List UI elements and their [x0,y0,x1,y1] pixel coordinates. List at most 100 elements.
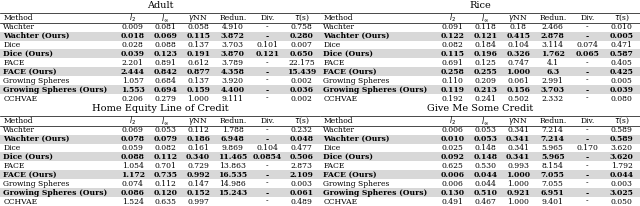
Text: 0.003: 0.003 [291,180,313,188]
Text: 0.589: 0.589 [610,135,634,143]
Text: 0.104: 0.104 [257,144,278,152]
Text: Wachter: Wachter [3,126,35,134]
Text: 0.082: 0.082 [154,144,177,152]
Text: -: - [266,135,269,143]
Text: 0.065: 0.065 [575,50,599,58]
Text: -: - [586,180,589,188]
Text: 0.069: 0.069 [122,126,143,134]
Bar [320,152,640,161]
Text: -: - [586,59,589,67]
Text: 22.175: 22.175 [289,59,315,67]
Text: 0.044: 0.044 [474,171,497,179]
Text: FACE (Ours): FACE (Ours) [3,68,57,76]
Text: 0.152: 0.152 [186,189,210,197]
Text: 7.214: 7.214 [542,126,564,134]
Text: 0.530: 0.530 [474,162,497,170]
Text: -: - [586,171,589,179]
Text: 9.401: 9.401 [542,198,564,206]
Text: -: - [266,68,269,76]
Text: -: - [266,198,269,206]
Text: 15.439: 15.439 [287,68,316,76]
Text: 0.025: 0.025 [442,144,463,152]
Text: $\tau$(s): $\tau$(s) [294,116,310,126]
Text: $\tau$(s): $\tau$(s) [614,13,630,23]
Text: Method: Method [3,14,33,22]
Text: FACE (Ours): FACE (Ours) [323,68,377,76]
Text: 0.684: 0.684 [154,77,177,85]
Text: 0.006: 0.006 [442,126,463,134]
Text: -: - [586,86,589,94]
Text: 0.082: 0.082 [442,41,463,49]
Text: 1.792: 1.792 [611,162,633,170]
Text: Div.: Div. [260,14,275,22]
Text: 0.081: 0.081 [154,23,177,31]
Text: Growing Spheres: Growing Spheres [323,77,390,85]
Text: 3.620: 3.620 [611,144,633,152]
Text: 0.992: 0.992 [186,171,210,179]
Text: $l_\infty$: $l_\infty$ [161,12,170,24]
Text: 3.703: 3.703 [541,86,564,94]
Text: 3.114: 3.114 [541,41,564,49]
Text: Method: Method [323,14,353,22]
Bar [320,67,640,76]
Text: -: - [266,180,269,188]
Text: $\gamma$NN: $\gamma$NN [188,13,208,23]
Text: 1.788: 1.788 [222,126,244,134]
Text: 0.125: 0.125 [474,59,497,67]
Text: FACE: FACE [323,59,344,67]
Text: -: - [586,23,589,31]
Text: 0.842: 0.842 [154,68,177,76]
Text: 0.028: 0.028 [122,41,143,49]
Text: 0.058: 0.058 [188,23,209,31]
Text: 0.053: 0.053 [474,126,497,134]
Text: 0.209: 0.209 [474,77,497,85]
Text: 0.758: 0.758 [291,23,313,31]
Text: $l_\infty$: $l_\infty$ [481,115,490,127]
Text: 0.997: 0.997 [188,198,209,206]
Text: 0.112: 0.112 [188,126,209,134]
Text: 0.101: 0.101 [257,41,278,49]
Text: 0.044: 0.044 [474,180,497,188]
Text: 0.241: 0.241 [474,95,497,103]
Text: 3.703: 3.703 [221,41,244,49]
Text: 16.535: 16.535 [218,171,247,179]
Text: -: - [266,126,269,134]
Text: 0.191: 0.191 [186,50,210,58]
Text: -: - [586,189,589,197]
Text: 0.232: 0.232 [291,126,313,134]
Text: $l_2$: $l_2$ [129,12,136,24]
Text: 0.050: 0.050 [611,198,633,206]
Text: 11.465: 11.465 [218,153,247,161]
Text: Growing Spheres: Growing Spheres [323,180,390,188]
Text: Redun.: Redun. [219,14,246,22]
Text: 0.115: 0.115 [186,32,210,40]
Text: 5.965: 5.965 [541,153,564,161]
Text: 0.192: 0.192 [442,95,463,103]
Text: 0.735: 0.735 [154,171,177,179]
Text: 0.489: 0.489 [291,198,313,206]
Text: 1.172: 1.172 [121,171,145,179]
Text: 0.326: 0.326 [506,50,530,58]
Text: 0.059: 0.059 [122,144,143,152]
Text: 1.057: 1.057 [122,77,143,85]
Text: 0.002: 0.002 [291,77,313,85]
Text: 0.120: 0.120 [154,189,177,197]
Text: -: - [586,77,589,85]
Text: $l_2$: $l_2$ [449,115,456,127]
Text: 0.074: 0.074 [122,180,143,188]
Text: 0.279: 0.279 [154,95,177,103]
Text: 0.137: 0.137 [187,41,209,49]
Text: Div.: Div. [260,117,275,125]
Text: 0.053: 0.053 [474,135,497,143]
Text: 0.039: 0.039 [610,86,634,94]
Text: 0.002: 0.002 [291,95,313,103]
Text: 0.206: 0.206 [122,95,143,103]
Text: $\tau$(s): $\tau$(s) [294,13,310,23]
Text: 3.872: 3.872 [221,32,244,40]
Text: 0.122: 0.122 [441,32,465,40]
Text: -: - [266,189,269,197]
Text: 6.3: 6.3 [546,68,559,76]
Text: 0.635: 0.635 [154,198,177,206]
Text: 2.444: 2.444 [121,68,145,76]
Text: 15.243: 15.243 [218,189,247,197]
